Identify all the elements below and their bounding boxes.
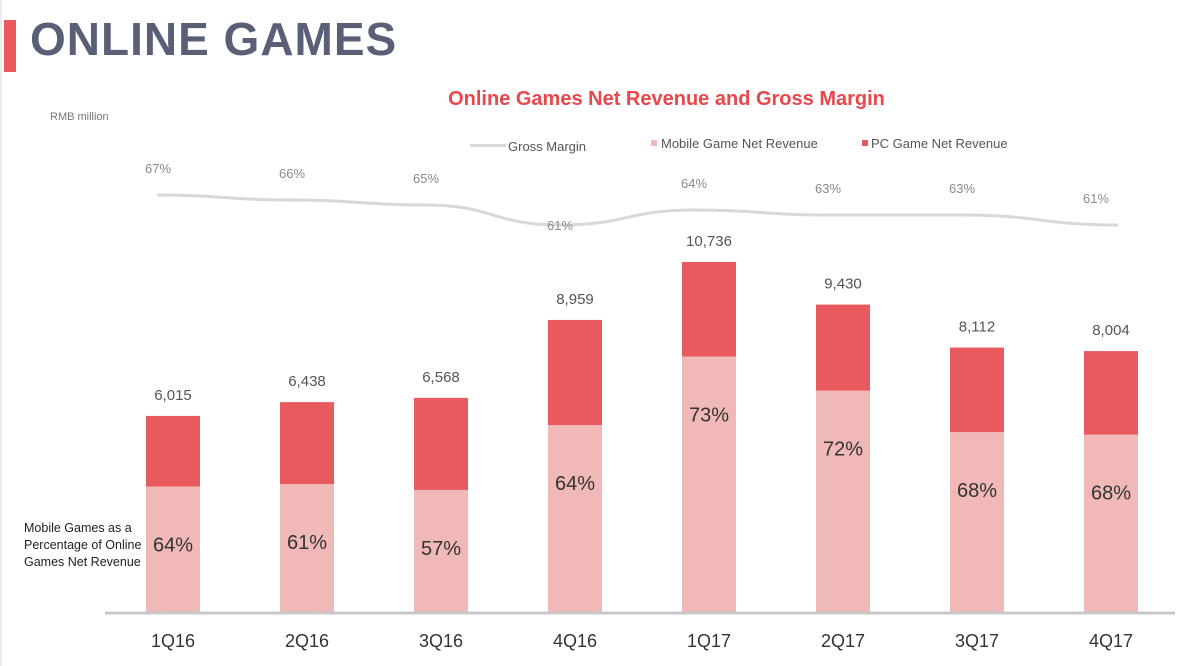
mobile-share-label: 68%: [957, 480, 997, 502]
x-tick-label: 3Q17: [955, 631, 999, 651]
gross-margin-label: 61%: [1083, 191, 1109, 206]
total-revenue-label: 6,438: [288, 373, 326, 390]
gross-margin-label: 63%: [815, 181, 841, 196]
legend-mobile-swatch: [651, 140, 657, 146]
mobile-revenue-bar: [548, 425, 602, 612]
mobile-share-label: 73%: [689, 405, 729, 427]
pc-revenue-bar: [950, 347, 1004, 433]
mobile-share-label: 64%: [555, 473, 595, 495]
unit-label: RMB million: [50, 111, 109, 123]
mobile-revenue-bar: [682, 356, 736, 612]
gross-margin-label: 66%: [279, 166, 305, 181]
mobile-revenue-bar: [146, 486, 200, 612]
x-tick-label: 2Q16: [285, 631, 329, 651]
total-revenue-label: 8,112: [959, 319, 995, 336]
pc-revenue-bar: [1084, 351, 1138, 435]
mobile-revenue-bar: [950, 432, 1004, 612]
legend-gross-margin-label: Gross Margin: [508, 139, 587, 154]
gross-margin-label: 63%: [949, 181, 975, 196]
mobile-revenue-bar: [816, 390, 870, 612]
x-tick-label: 4Q17: [1089, 631, 1133, 651]
chart-title: Online Games Net Revenue and Gross Margi…: [448, 88, 885, 110]
mobile-share-label: 64%: [153, 535, 193, 557]
page-title: ONLINE GAMES: [30, 13, 398, 65]
x-tick-label: 4Q16: [553, 631, 597, 651]
mobile-revenue-bar: [1084, 434, 1138, 612]
pc-revenue-bar: [816, 304, 870, 391]
gross-margin-label: 61%: [547, 218, 573, 233]
x-tick-label: 2Q17: [821, 631, 865, 651]
title-accent-bar: [4, 20, 16, 72]
gross-margin-label: 65%: [413, 171, 439, 186]
x-tick-label: 3Q16: [419, 631, 463, 651]
total-revenue-label: 6,568: [422, 369, 460, 386]
total-revenue-label: 9,430: [824, 276, 862, 293]
legend-pc-label: PC Game Net Revenue: [871, 136, 1008, 151]
pc-revenue-bar: [414, 397, 468, 490]
legend-mobile-label: Mobile Game Net Revenue: [661, 136, 818, 151]
pc-revenue-bar: [146, 415, 200, 487]
x-tick-label: 1Q17: [687, 631, 731, 651]
mobile-share-note: Mobile Games as a Percentage of Online G…: [24, 521, 142, 569]
mobile-share-label: 68%: [1091, 483, 1131, 505]
total-revenue-label: 8,004: [1092, 322, 1130, 339]
gross-margin-label: 67%: [145, 161, 171, 176]
mobile-share-label: 61%: [287, 532, 327, 554]
total-revenue-label: 6,015: [154, 387, 192, 404]
mobile-share-label: 57%: [421, 538, 461, 560]
legend-gross-margin-swatch: [470, 144, 506, 147]
legend-pc-swatch: [862, 140, 868, 146]
mobile-revenue-bar: [414, 489, 468, 612]
total-revenue-label: 8,959: [556, 291, 594, 308]
gross-margin-label: 64%: [681, 176, 707, 191]
page-frame: [0, 0, 2, 666]
gross-margin-line: [156, 193, 1119, 227]
total-revenue-label: 10,736: [686, 233, 732, 250]
x-tick-label: 1Q16: [151, 631, 195, 651]
mobile-revenue-bar: [280, 483, 334, 612]
pc-revenue-bar: [280, 402, 334, 484]
pc-revenue-bar: [548, 319, 602, 426]
pc-revenue-bar: [682, 262, 736, 357]
mobile-share-label: 72%: [823, 439, 863, 461]
